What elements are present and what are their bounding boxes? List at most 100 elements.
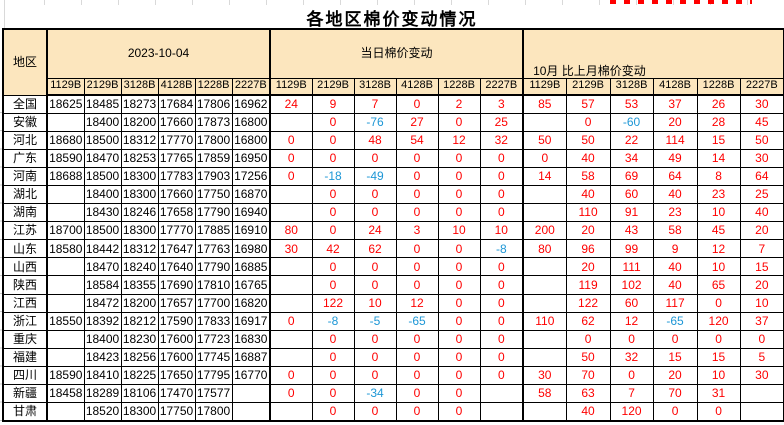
monthly-change-cell: 49 <box>652 148 698 168</box>
monthly-change-cell: 30 <box>739 94 784 114</box>
price-cell: 18246 <box>120 203 159 223</box>
price-cell: 16885 <box>231 257 271 277</box>
price-cell: 18500 <box>83 221 122 241</box>
monthly-change-cell: 40 <box>652 275 698 295</box>
table-row: 江苏 18700 18500 18300 17770 17885 16910 80 0 24 3 10… <box>2 221 784 241</box>
daily-change-cell <box>269 329 313 349</box>
price-cell: 18400 <box>83 329 122 349</box>
daily-change-cell: -76 <box>353 112 397 132</box>
monthly-change-cell: 10 <box>696 365 741 386</box>
daily-change-cell: 0 <box>479 311 524 331</box>
price-cell: 17750 <box>194 184 233 205</box>
monthly-change-cell: 62 <box>565 311 611 331</box>
region-cell: 新疆 <box>2 383 48 404</box>
monthly-change-cell: 110 <box>565 203 611 223</box>
daily-change-cell: 0 <box>353 329 397 349</box>
daily-change-cell: 0 <box>395 184 439 205</box>
price-cell: 17873 <box>194 112 233 132</box>
daily-change-cell: 12 <box>437 130 481 150</box>
monthly-change-cell: 20 <box>652 112 698 132</box>
price-cell: 17577 <box>194 383 233 404</box>
daily-change-cell: 0 <box>437 383 481 404</box>
daily-change-cell: 0 <box>395 329 439 349</box>
monthly-change-cell: 15 <box>739 257 784 277</box>
daily-change-cell: 0 <box>311 203 355 223</box>
price-cell: 18300 <box>120 166 159 186</box>
region-cell: 重庆 <box>2 329 48 349</box>
price-cell: 17885 <box>194 221 233 241</box>
price-cell: 16820 <box>231 293 271 313</box>
monthly-change-cell: 40 <box>652 184 698 205</box>
region-cell: 山西 <box>2 257 48 277</box>
price-cell: 16800 <box>231 112 271 132</box>
monthly-change-cell <box>739 402 784 422</box>
daily-change-cell: 0 <box>269 311 313 331</box>
daily-change-cell: -8 <box>311 311 355 331</box>
monthly-change-cell: 0 <box>696 329 741 349</box>
region-cell: 四川 <box>2 365 48 386</box>
daily-change-cell: 0 <box>395 347 439 367</box>
daily-change-cell: -49 <box>353 166 397 186</box>
price-cell: 17770 <box>157 221 196 241</box>
price-cell: 16940 <box>231 203 271 223</box>
daily-change-cell: 0 <box>311 383 355 404</box>
daily-change-cell: 0 <box>353 365 397 386</box>
daily-change-cell: 0 <box>437 257 481 277</box>
monthly-change-cell: 45 <box>739 112 784 132</box>
grade-header: 1129B <box>522 77 567 96</box>
monthly-change-cell <box>522 203 567 223</box>
daily-change-cell: 0 <box>437 275 481 295</box>
monthly-change-cell: 91 <box>609 203 654 223</box>
price-cell: 17470 <box>157 383 196 404</box>
grade-header: 4128B <box>157 77 196 96</box>
monthly-change-cell: 45 <box>696 221 741 241</box>
price-cell <box>231 383 271 404</box>
monthly-change-cell: 110 <box>522 311 567 331</box>
monthly-change-cell: 111 <box>609 257 654 277</box>
daily-change-cell: 10 <box>353 293 397 313</box>
price-cell: 16830 <box>231 329 271 349</box>
monthly-change-cell <box>522 257 567 277</box>
price-cell: 18230 <box>120 329 159 349</box>
monthly-change-cell: 23 <box>652 203 698 223</box>
region-cell: 湖北 <box>2 184 48 205</box>
daily-change-cell: 0 <box>395 94 439 114</box>
daily-change-cell: 0 <box>311 130 355 150</box>
price-cell: 17810 <box>194 275 233 295</box>
daily-change-cell: 0 <box>395 383 439 404</box>
monthly-change-cell: 64 <box>739 166 784 186</box>
monthly-change-cell: 37 <box>652 94 698 114</box>
price-cell: 18256 <box>120 347 159 367</box>
grade-header: 2227B <box>231 77 271 96</box>
daily-change-cell: 80 <box>269 221 313 241</box>
daily-change-cell: 0 <box>353 203 397 223</box>
monthly-change-cell: 12 <box>696 239 741 259</box>
price-cell: 17657 <box>157 293 196 313</box>
daily-change-cell: 0 <box>437 293 481 313</box>
price-cell: 18470 <box>83 257 122 277</box>
price-cell: 18485 <box>83 94 122 114</box>
table-row: 广东 18590 18470 18253 17765 17859 16950 0 0 0 0 0 0 0 4… <box>2 148 784 168</box>
price-cell: 18212 <box>120 311 159 331</box>
monthly-change-cell: 15 <box>652 347 698 367</box>
spreadsheet-gridlines-top <box>8 0 784 5</box>
price-cell: 17795 <box>194 365 233 386</box>
table-row: 江西 18472 18200 17657 17700 16820 122 10 12 0 0 122 6… <box>2 293 784 313</box>
table-row: 重庆 18400 18230 17600 17723 16830 0 0 0 0 0 0 0 0 0 0 <box>2 329 784 349</box>
daily-change-cell <box>479 383 524 404</box>
daily-change-cell: 0 <box>353 347 397 367</box>
monthly-change-cell <box>522 329 567 349</box>
daily-change-cell: 0 <box>353 184 397 205</box>
daily-change-cell: 0 <box>269 383 313 404</box>
monthly-change-cell: 43 <box>609 221 654 241</box>
daily-change-cell: 54 <box>395 130 439 150</box>
monthly-change-cell: 20 <box>652 365 698 386</box>
price-cell: 16770 <box>231 365 271 386</box>
table-row: 安徽 18400 18200 17660 17873 16800 0 -76 27 0 25 0 -60… <box>2 112 784 132</box>
grade-header: 1228B <box>437 77 481 96</box>
monthly-change-cell: 32 <box>609 347 654 367</box>
daily-change-cell: 0 <box>311 329 355 349</box>
daily-change-cell <box>269 257 313 277</box>
grade-header: 1129B <box>269 77 313 96</box>
price-cell: 18700 <box>46 221 85 241</box>
